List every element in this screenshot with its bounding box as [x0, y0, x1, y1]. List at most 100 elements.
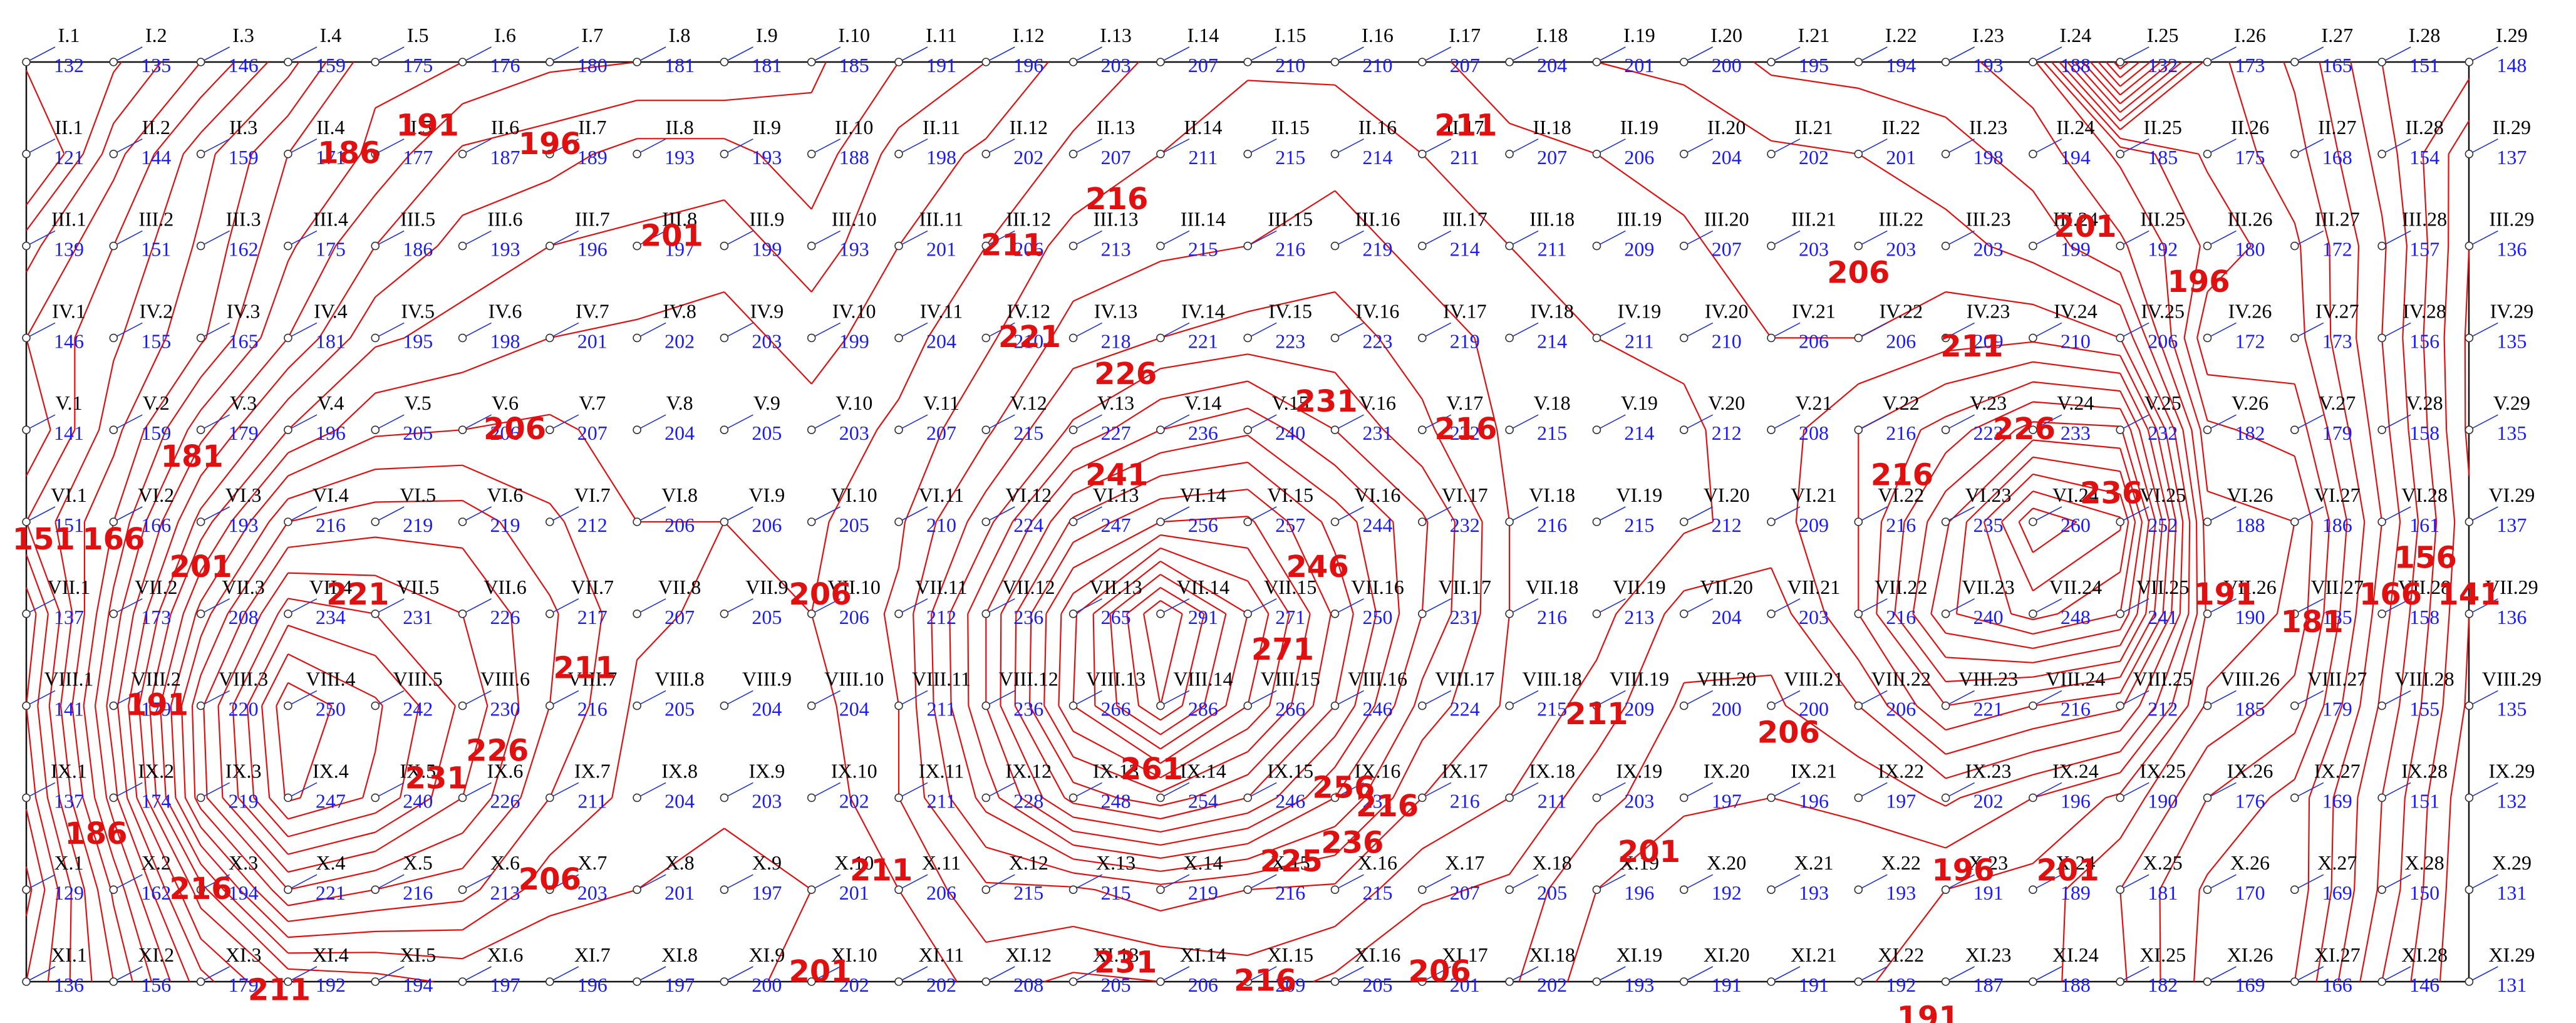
point-label: X.4 — [316, 851, 345, 874]
contour-label: 211 — [1565, 697, 1628, 732]
point-value: 162 — [141, 881, 171, 904]
point-marker — [458, 793, 467, 802]
point-label: VI.7 — [574, 484, 611, 506]
point-value: 191 — [1712, 974, 1742, 996]
point-marker — [633, 333, 641, 343]
point-marker — [1243, 517, 1252, 526]
point-marker — [2465, 150, 2474, 158]
leader-line — [552, 598, 579, 613]
point-marker — [1418, 977, 1427, 986]
point-label: VI.21 — [1791, 484, 1837, 506]
point-label: XI.21 — [1791, 943, 1837, 966]
point-value: 169 — [2322, 789, 2352, 812]
point-label: III.19 — [1616, 208, 1662, 231]
point-marker — [633, 150, 641, 158]
leader-line — [1948, 322, 1975, 338]
point-label: VII.21 — [1787, 576, 1840, 598]
point-value: 193 — [1973, 54, 2004, 76]
point-value: 205 — [1537, 881, 1567, 904]
point-marker — [545, 333, 554, 343]
point-value: 206 — [1886, 330, 1916, 352]
point-marker — [1330, 150, 1340, 158]
leader-line — [1599, 690, 1626, 705]
point-label: VII.1 — [48, 576, 90, 598]
leader-line — [1075, 138, 1102, 153]
point-label: I.17 — [1449, 24, 1481, 46]
point-label: XI.28 — [2401, 943, 2448, 966]
leader-line — [2471, 690, 2498, 705]
leader-line — [1162, 414, 1190, 429]
point-marker — [22, 58, 31, 66]
point-marker — [371, 517, 380, 526]
leader-line — [901, 690, 928, 705]
point-marker — [1068, 517, 1078, 526]
point-value: 231 — [1363, 789, 1393, 812]
point-value: 240 — [1973, 606, 2004, 628]
point-label: II.11 — [923, 116, 960, 138]
point-label: IX.6 — [487, 759, 524, 782]
leader-line — [115, 322, 143, 338]
leader-line — [901, 598, 928, 613]
leader-line — [639, 46, 666, 61]
point-marker — [1941, 58, 1950, 66]
leader-line — [1948, 782, 1975, 797]
point-value: 222 — [1450, 422, 1480, 444]
point-marker — [1505, 517, 1514, 526]
leader-line — [1948, 138, 1975, 153]
point-value: 193 — [1624, 974, 1654, 996]
point-label: IX.17 — [1442, 759, 1488, 782]
point-label: III.13 — [1094, 208, 1139, 231]
point-value: 194 — [2061, 146, 2091, 169]
point-label: IX.8 — [661, 759, 698, 782]
point-label: XI.6 — [487, 943, 524, 966]
leader-line — [28, 690, 56, 705]
point-value: 197 — [752, 881, 782, 904]
point-label: I.20 — [1710, 24, 1742, 46]
point-value: 192 — [1886, 974, 1916, 996]
leader-line — [2210, 230, 2237, 246]
point-marker — [2377, 425, 2386, 435]
point-label: VIII.5 — [393, 668, 443, 690]
point-label: IX.12 — [1005, 759, 1052, 782]
point-value: 223 — [1363, 330, 1393, 352]
leader-line — [901, 322, 928, 338]
contour-label: 231 — [1295, 384, 1357, 419]
point-label: X.13 — [1096, 851, 1135, 874]
point-label: V.6 — [492, 392, 519, 414]
point-marker — [284, 793, 292, 802]
point-value: 213 — [1101, 238, 1131, 261]
leader-line — [2384, 46, 2411, 61]
point-label: IV.13 — [1094, 299, 1138, 322]
point-value: 208 — [1013, 974, 1043, 996]
point-value: 129 — [54, 881, 84, 904]
point-value: 204 — [1712, 146, 1742, 169]
leader-line — [377, 46, 405, 61]
point-value: 206 — [1624, 146, 1654, 169]
point-label: X.5 — [403, 851, 433, 874]
point-marker — [22, 150, 31, 158]
point-marker — [1156, 333, 1165, 343]
leader-line — [814, 966, 841, 981]
point-value: 219 — [1450, 330, 1480, 352]
point-label: VII.23 — [1962, 576, 2014, 598]
leader-line — [1511, 782, 1539, 797]
point-value: 131 — [2496, 881, 2527, 904]
point-marker — [545, 58, 554, 66]
point-value: 207 — [1101, 146, 1131, 169]
point-value: 216 — [1275, 238, 1305, 261]
point-marker — [458, 701, 467, 710]
point-value: 197 — [665, 238, 695, 261]
point-marker — [1505, 150, 1514, 158]
